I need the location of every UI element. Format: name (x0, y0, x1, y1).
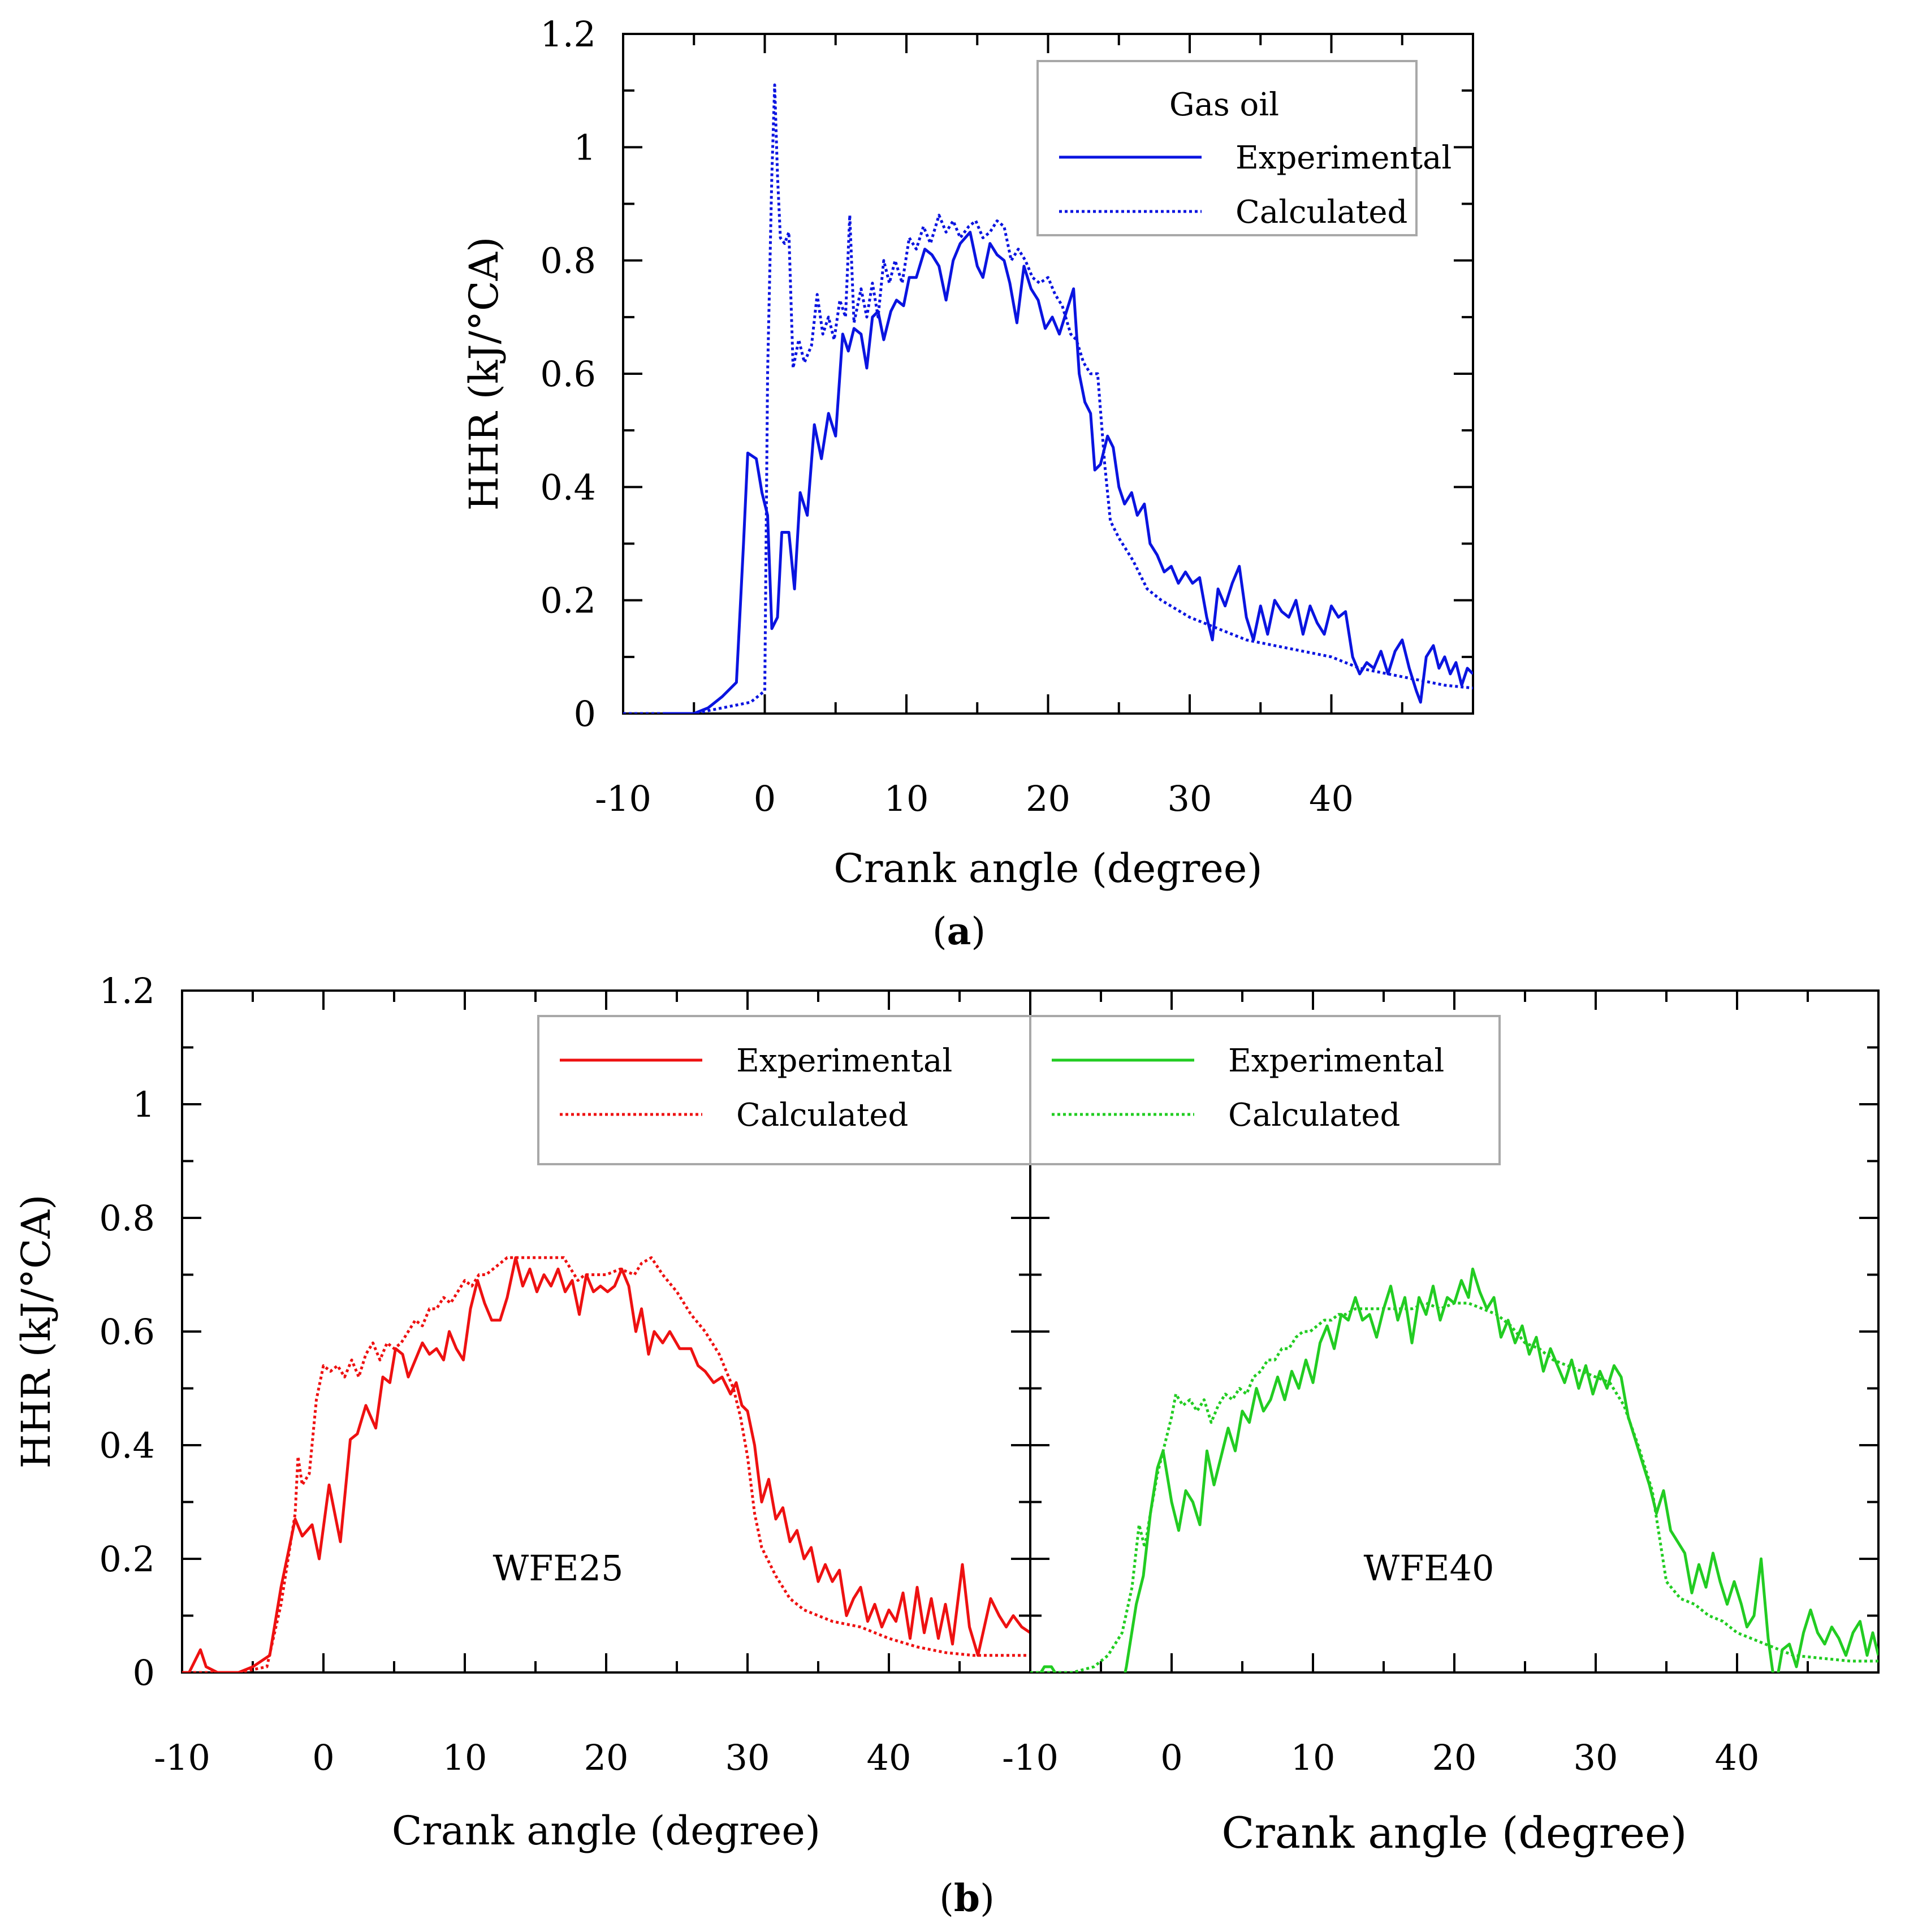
series-line-calculated (182, 1256, 1030, 1672)
y-tick-label: 0.2 (540, 580, 596, 621)
x-tick-label: 20 (1026, 778, 1070, 819)
legend-label: Calculated (736, 1097, 908, 1134)
legend-label: Experimental (736, 1043, 952, 1079)
legend-box (537, 1015, 1031, 1165)
x-tick-label: 40 (867, 1737, 912, 1778)
series-line-experimental (663, 231, 1473, 714)
series-line-calculated (1030, 1302, 1878, 1672)
y-tick-label: 0.6 (99, 1311, 155, 1352)
y-tick-label: 1 (574, 127, 596, 168)
y-tick-label: 0.4 (99, 1425, 155, 1466)
y-tick-label: 0.6 (540, 353, 596, 395)
x-tick-label: 20 (1432, 1737, 1477, 1778)
x-tick-label: -10 (595, 778, 651, 819)
x-tick-label: 40 (1309, 778, 1354, 819)
legend: Experimental Calculated (537, 1015, 1031, 1165)
legend-label: Experimental (1228, 1043, 1444, 1079)
series-group (623, 83, 1473, 714)
legend-box (1029, 1015, 1501, 1165)
legend: Gas oil Experimental Calculated (1036, 60, 1452, 236)
y-tick-label: 0.8 (540, 240, 596, 282)
chart-panel-a: 0 0.2 0.4 0.6 0.8 1 1.2 -10 0 10 20 30 40 Crank angle… (461, 14, 1474, 892)
legend-label: Experimental (1236, 140, 1452, 176)
x-tick-label: 30 (725, 1737, 770, 1778)
legend-label: Calculated (1236, 194, 1407, 231)
series-line-experimental (182, 1256, 1030, 1672)
y-tick-label: 1.2 (99, 970, 155, 1012)
x-tick-label: 0 (312, 1737, 334, 1778)
x-tick-label: 20 (584, 1737, 629, 1778)
series-line-calculated (623, 83, 1473, 714)
x-tick-label: 10 (443, 1737, 487, 1778)
x-axis-title: Crank angle (degree) (1221, 1808, 1687, 1858)
x-tick-label: 40 (1715, 1737, 1760, 1778)
legend-box (1036, 60, 1418, 236)
panel-label-b: (b) (939, 1876, 995, 1920)
sample-annotation: WFE25 (493, 1548, 624, 1589)
legend: Experimental Calculated (1029, 1015, 1501, 1165)
x-tick-label: -10 (1002, 1737, 1059, 1778)
x-tick-label: 10 (1291, 1737, 1336, 1778)
series-group (182, 1256, 1030, 1672)
chart-panel-b-left: 0 0.2 0.4 0.6 0.8 1 1.2 -10 0 10 20 30 40 Crank angle… (13, 970, 1031, 1854)
y-axis-title: HHR (kJ/°CA) (461, 237, 507, 511)
x-axis-title: Crank angle (degree) (833, 845, 1262, 892)
x-tick-label: -10 (154, 1737, 210, 1778)
sample-annotation: WFE40 (1364, 1548, 1494, 1589)
legend-title: Gas oil (1169, 87, 1279, 123)
series-line-experimental (1039, 1267, 1878, 1672)
y-tick-label: 1.2 (540, 14, 596, 55)
x-tick-label: 0 (754, 778, 776, 819)
chart-panel-b-right: -10 0 10 20 30 40 Crank angle (degree) WFE40 Exp… (1002, 989, 1880, 1858)
y-tick-label: 0 (133, 1652, 155, 1693)
series-group (1030, 1267, 1878, 1672)
y-tick-label: 0 (574, 693, 596, 734)
x-tick-label: 30 (1574, 1737, 1618, 1778)
y-axis-title: HHR (kJ/°CA) (13, 1195, 59, 1469)
y-tick-label: 0.4 (540, 466, 596, 508)
y-tick-label: 1 (133, 1084, 155, 1125)
x-tick-label: 0 (1160, 1737, 1182, 1778)
x-tick-label: 10 (884, 778, 929, 819)
y-tick-label: 0.8 (99, 1198, 155, 1239)
legend-label: Calculated (1228, 1097, 1400, 1134)
y-tick-label: 0.2 (99, 1538, 155, 1580)
panel-label-a: (a) (932, 909, 986, 953)
x-axis-title: Crank angle (degree) (392, 1808, 820, 1854)
x-tick-label: 30 (1168, 778, 1212, 819)
